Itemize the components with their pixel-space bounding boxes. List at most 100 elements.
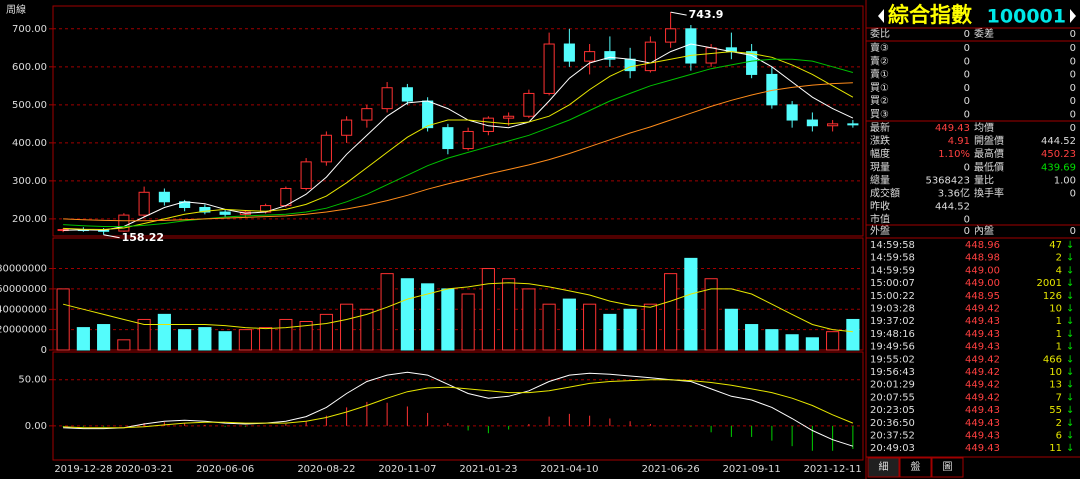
candle-body (584, 51, 596, 62)
order-level: 賣② (870, 54, 889, 67)
trade-time: 20:23:05 (870, 405, 915, 416)
volume-bar (826, 331, 840, 351)
volume-bar (198, 327, 212, 351)
quote-label: 換手率 (974, 187, 1004, 200)
y-tick-label: 20000000 (0, 325, 47, 336)
volume-bar (319, 313, 333, 351)
quote-label: 開盤價 (974, 134, 1004, 147)
trade-direction: ↓ (1066, 304, 1074, 315)
trade-volume: 2 (1056, 418, 1062, 429)
y-tick-label: 200.00 (12, 214, 47, 225)
trade-price: 449.43 (965, 443, 1000, 454)
trade-direction: ↓ (1066, 265, 1074, 276)
trade-volume: 13 (1049, 380, 1062, 391)
order-volume: 0 (1070, 70, 1076, 81)
tab[interactable] (867, 457, 900, 478)
trade-direction: ↓ (1066, 291, 1074, 302)
trade-price: 449.00 (965, 265, 1000, 276)
trade-direction: ↓ (1066, 431, 1074, 442)
trade-direction: ↓ (1066, 418, 1074, 429)
x-tick-label: 2020-08-22 (297, 464, 355, 475)
order-price: 0 (964, 110, 970, 121)
trade-price: 449.42 (965, 354, 1000, 365)
trade-volume: 1 (1056, 329, 1062, 340)
order-price: 0 (964, 70, 970, 81)
candle-body (503, 115, 515, 119)
trade-direction: ↓ (1066, 253, 1074, 264)
next-arrow[interactable] (1070, 9, 1076, 23)
trade-time: 20:36:50 (870, 418, 915, 429)
volume-bar (360, 308, 374, 351)
trade-price: 449.43 (965, 418, 1000, 429)
trade-price: 449.43 (965, 316, 1000, 327)
trade-time: 14:59:59 (870, 265, 915, 276)
trade-volume: 466 (1043, 354, 1062, 365)
tab-label: 細 (879, 460, 889, 473)
line (63, 58, 854, 227)
trade-price: 449.43 (965, 329, 1000, 340)
volume-bar (785, 334, 799, 351)
quote-value: 444.52 (1041, 136, 1076, 147)
trade-volume: 7 (1056, 392, 1062, 403)
candle-body (523, 92, 535, 117)
x-tick-label: 2021-06-26 (642, 464, 700, 475)
trade-time: 15:00:07 (870, 278, 915, 289)
quote-label: 昨收 (870, 200, 890, 213)
volume-bar (745, 324, 759, 351)
x-tick-label: 2021-12-11 (804, 464, 862, 475)
trade-volume: 10 (1049, 304, 1062, 315)
x-tick-label: 2021-09-11 (723, 464, 781, 475)
period-label: 周線 (6, 3, 26, 16)
volume-bar (481, 268, 495, 351)
line (63, 51, 854, 231)
line (63, 82, 853, 222)
summary-value: 0 (1070, 226, 1076, 237)
candle-body (341, 119, 353, 136)
tab[interactable] (899, 457, 932, 478)
index-code: 100001 (987, 6, 1066, 28)
line (62, 282, 853, 333)
trade-direction: ↓ (1066, 278, 1074, 289)
quote-value: 444.52 (935, 202, 970, 213)
volume-bar (400, 278, 414, 351)
candle-body (158, 191, 170, 203)
trade-price: 448.95 (965, 291, 1000, 302)
quote-label: 最低價 (974, 160, 1004, 173)
quote-value: 1.10% (938, 149, 970, 160)
trade-volume: 2001 (1037, 278, 1062, 289)
quote-value: 1.00 (1054, 175, 1076, 186)
volume-bar (502, 278, 516, 351)
volume-bar (117, 339, 131, 351)
candle-body (806, 119, 818, 127)
ratio-label: 委差 (974, 27, 994, 40)
order-price: 0 (964, 83, 970, 94)
quote-label: 幅度 (870, 147, 890, 160)
trade-price: 449.42 (965, 304, 1000, 315)
summary-value: 0 (964, 226, 970, 237)
candle-body (320, 134, 332, 163)
quote-label: 量比 (974, 174, 994, 186)
volume-bar (461, 293, 475, 351)
volume-bar (542, 303, 556, 351)
volume-bar (846, 318, 860, 351)
tab[interactable] (931, 457, 964, 478)
trade-price: 449.42 (965, 380, 1000, 391)
trade-time: 19:55:02 (870, 354, 915, 365)
trade-price: 448.96 (965, 240, 1000, 251)
candle-body (381, 87, 393, 110)
y-tick-label: 40000000 (0, 304, 47, 315)
prev-arrow[interactable] (878, 9, 884, 23)
trade-time: 15:00:22 (870, 291, 915, 302)
trade-volume: 4 (1056, 265, 1062, 276)
candle-body (746, 51, 758, 75)
y-tick-label: 0 (41, 345, 47, 356)
order-level: 賣③ (870, 41, 889, 54)
trade-volume: 2 (1056, 253, 1062, 264)
tab-label: 盤 (911, 460, 921, 473)
candle-body (138, 191, 150, 216)
trade-direction: ↓ (1066, 380, 1074, 391)
order-price: 0 (964, 96, 970, 107)
panel-frame (52, 5, 864, 237)
trade-volume: 10 (1049, 367, 1062, 378)
